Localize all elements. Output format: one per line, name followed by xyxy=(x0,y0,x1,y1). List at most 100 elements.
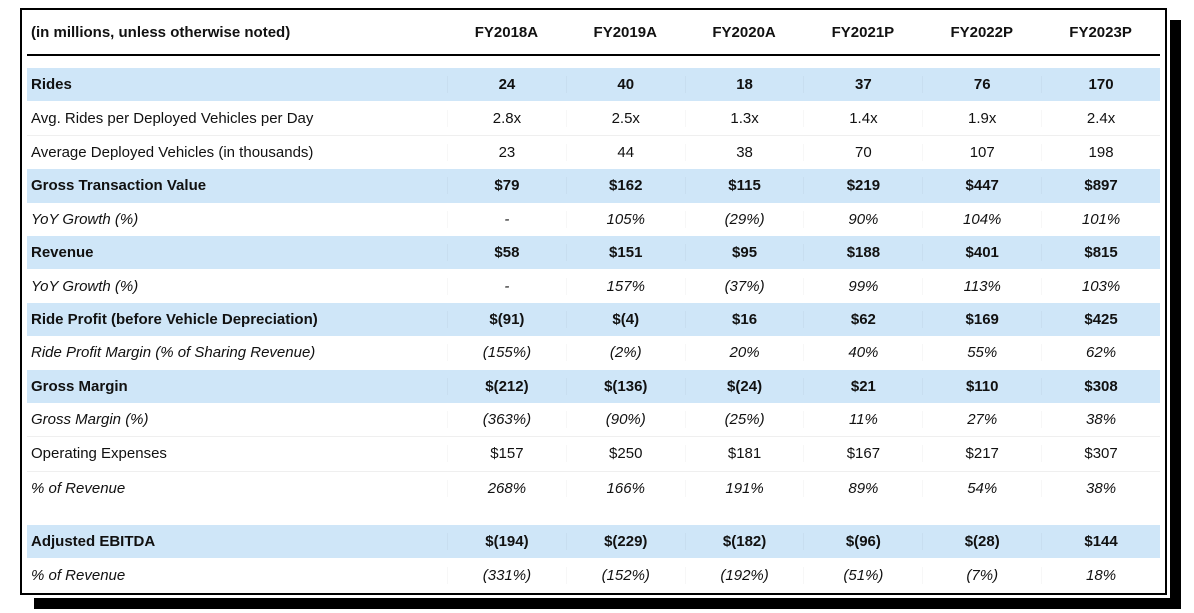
cell-value: $815 xyxy=(1041,244,1160,261)
cell-value: $217 xyxy=(922,445,1041,462)
table-header-row: (in millions, unless otherwise noted) FY… xyxy=(27,10,1160,56)
financial-table-card: (in millions, unless otherwise noted) FY… xyxy=(20,8,1181,609)
cell-value: 107 xyxy=(922,144,1041,161)
cell-value: 166% xyxy=(566,480,685,497)
table-row: Gross Transaction Value $79 $162 $115 $219 $4… xyxy=(27,169,1160,203)
cell-value: 170 xyxy=(1041,76,1160,93)
cell-value: 38% xyxy=(1041,411,1160,428)
cell-value: 55% xyxy=(922,344,1041,361)
cell-value: 2.8x xyxy=(447,110,566,127)
cell-value: $(91) xyxy=(447,311,566,328)
cell-value: $(194) xyxy=(447,533,566,550)
cell-value: 1.3x xyxy=(685,110,804,127)
cell-value: (155%) xyxy=(447,344,566,361)
cell-value: 38 xyxy=(685,144,804,161)
row-label: Adjusted EBITDA xyxy=(31,533,156,551)
cell-value: (331%) xyxy=(447,567,566,584)
table-row: Average Deployed Vehicles (in thousands)… xyxy=(27,134,1160,169)
cell-value: $250 xyxy=(566,445,685,462)
column-header: FY2021P xyxy=(831,23,895,41)
cell-value: $308 xyxy=(1041,378,1160,395)
cell-value: $181 xyxy=(685,445,804,462)
cell-value: 62% xyxy=(1041,344,1160,361)
cell-value: 18 xyxy=(685,76,804,93)
cell-value: 99% xyxy=(803,278,922,295)
cell-value: $79 xyxy=(447,177,566,194)
column-header: FY2020A xyxy=(712,23,776,41)
cell-value: (37%) xyxy=(685,278,804,295)
cell-value: (51%) xyxy=(803,567,922,584)
cell-value: 104% xyxy=(922,211,1041,228)
cell-value: $167 xyxy=(803,445,922,462)
column-header: FY2022P xyxy=(950,23,1013,41)
row-label: % of Revenue xyxy=(31,566,126,584)
cell-value: - xyxy=(447,278,566,295)
row-label: YoY Growth (%) xyxy=(31,210,139,228)
cell-value: 18% xyxy=(1041,567,1160,584)
cell-value: 90% xyxy=(803,211,922,228)
table-body: Rides 24 40 18 37 76 170 Avg. Rides per Deploye… xyxy=(27,68,1160,592)
cell-value: 1.9x xyxy=(922,110,1041,127)
cell-value: $897 xyxy=(1041,177,1160,194)
column-header: FY2018A xyxy=(474,23,539,41)
cell-value: 70 xyxy=(803,144,922,161)
cell-value: 191% xyxy=(685,480,804,497)
cell-value: 89% xyxy=(803,480,922,497)
cell-value: (363%) xyxy=(447,411,566,428)
cell-value: 76 xyxy=(922,76,1041,93)
cell-value: $(182) xyxy=(685,533,804,550)
cell-value: $58 xyxy=(447,244,566,261)
cell-value: $(96) xyxy=(803,533,922,550)
cell-value: 54% xyxy=(922,480,1041,497)
cell-value: $401 xyxy=(922,244,1041,261)
cell-value: 268% xyxy=(447,480,566,497)
table-row: Rides 24 40 18 37 76 170 xyxy=(27,68,1160,102)
cell-value: $(4) xyxy=(566,311,685,328)
cell-value: $95 xyxy=(685,244,804,261)
cell-value: 113% xyxy=(922,278,1041,295)
cell-value: 2.5x xyxy=(566,110,685,127)
table-units-note: (in millions, unless otherwise noted) xyxy=(31,23,291,41)
cell-value: (152%) xyxy=(566,567,685,584)
cell-value: $307 xyxy=(1041,445,1160,462)
cell-value: (25%) xyxy=(685,411,804,428)
cell-value: 38% xyxy=(1041,480,1160,497)
row-label: Ride Profit (before Vehicle Depreciation… xyxy=(31,310,318,328)
cell-value: (90%) xyxy=(566,411,685,428)
cell-value: $188 xyxy=(803,244,922,261)
cell-value: (2%) xyxy=(566,344,685,361)
cell-value: $219 xyxy=(803,177,922,194)
table-row: YoY Growth (%) -157% (37%) 99% 113% 103% xyxy=(27,269,1160,302)
cell-value: $(28) xyxy=(922,533,1041,550)
cell-value: (29%) xyxy=(685,211,804,228)
cell-value: $115 xyxy=(685,177,804,194)
table-row: YoY Growth (%) -105% (29%) 90% 104% 101% xyxy=(27,203,1160,236)
row-label: Gross Margin xyxy=(31,377,128,395)
table-row: Revenue $58 $151 $95 $188 $401 $815 xyxy=(27,235,1160,270)
cell-value: $447 xyxy=(922,177,1041,194)
row-label: Revenue xyxy=(31,244,94,262)
row-label: Average Deployed Vehicles (in thousands) xyxy=(31,143,314,161)
cell-value: 44 xyxy=(566,144,685,161)
cell-value: 1.4x xyxy=(803,110,922,127)
cell-value: $162 xyxy=(566,177,685,194)
cell-value: 11% xyxy=(803,411,922,428)
cell-value: $151 xyxy=(566,244,685,261)
cell-value: $110 xyxy=(922,378,1041,395)
cell-value: (192%) xyxy=(685,567,804,584)
cell-value: $425 xyxy=(1041,311,1160,328)
cell-value: 101% xyxy=(1041,211,1160,228)
cell-value: 37 xyxy=(803,76,922,93)
row-label: Ride Profit Margin (% of Sharing Revenue… xyxy=(31,344,316,362)
row-label: % of Revenue xyxy=(31,479,126,497)
column-header: FY2023P xyxy=(1069,23,1132,41)
cell-value: 23 xyxy=(447,144,566,161)
row-label: Rides xyxy=(31,76,72,94)
row-label: Gross Transaction Value xyxy=(31,177,207,195)
table-row: % of Revenue (331%) (152%) (192%) (51%) (7%) 1… xyxy=(27,558,1160,591)
cell-value: 157% xyxy=(566,278,685,295)
cell-value: 103% xyxy=(1041,278,1160,295)
cell-value: 40 xyxy=(566,76,685,93)
row-label: Gross Margin (%) xyxy=(31,411,149,429)
